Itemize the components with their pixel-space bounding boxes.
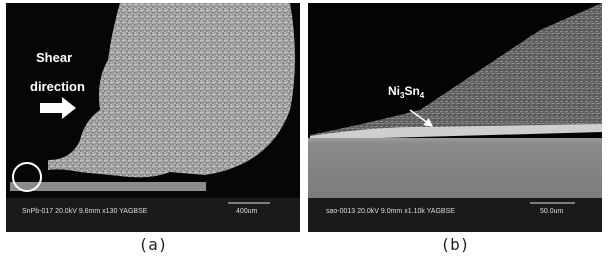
panel-a: Shear direction SnPb-017 20.0kV 9.6mm x1… xyxy=(6,3,300,254)
info-text: SnPb-017 20.0kV 9.6mm x130 YAGBSE xyxy=(22,208,148,215)
solder xyxy=(48,3,295,178)
scale-text: 50.0um xyxy=(540,208,564,215)
panel-b: Ni3Sn4 sao-0013 20.0kV 9.0mm x1.10k YAGB… xyxy=(308,3,602,254)
caption: (a) xyxy=(139,235,168,254)
circle-marker xyxy=(12,162,42,192)
scale-text: 400um xyxy=(236,208,258,215)
arrow xyxy=(40,97,76,119)
info-text: sao-0013 20.0kV 9.0mm x1.10k YAGBSE xyxy=(326,208,455,215)
substrate xyxy=(308,138,602,200)
annotation: Shear xyxy=(36,50,72,65)
label-part: 3 xyxy=(400,91,405,100)
substrate xyxy=(10,182,206,191)
label-part: Sn xyxy=(404,84,419,98)
phase-label: Ni3Sn4 xyxy=(388,84,425,100)
arrow xyxy=(409,109,434,127)
ni3sn4-layer xyxy=(310,124,602,140)
annotation: direction xyxy=(30,79,85,94)
label-part: 4 xyxy=(420,91,425,100)
solder xyxy=(310,3,602,137)
info-bar xyxy=(308,198,602,232)
caption: (b) xyxy=(441,235,470,254)
label-part: Ni xyxy=(388,84,400,98)
info-bar xyxy=(6,198,300,232)
